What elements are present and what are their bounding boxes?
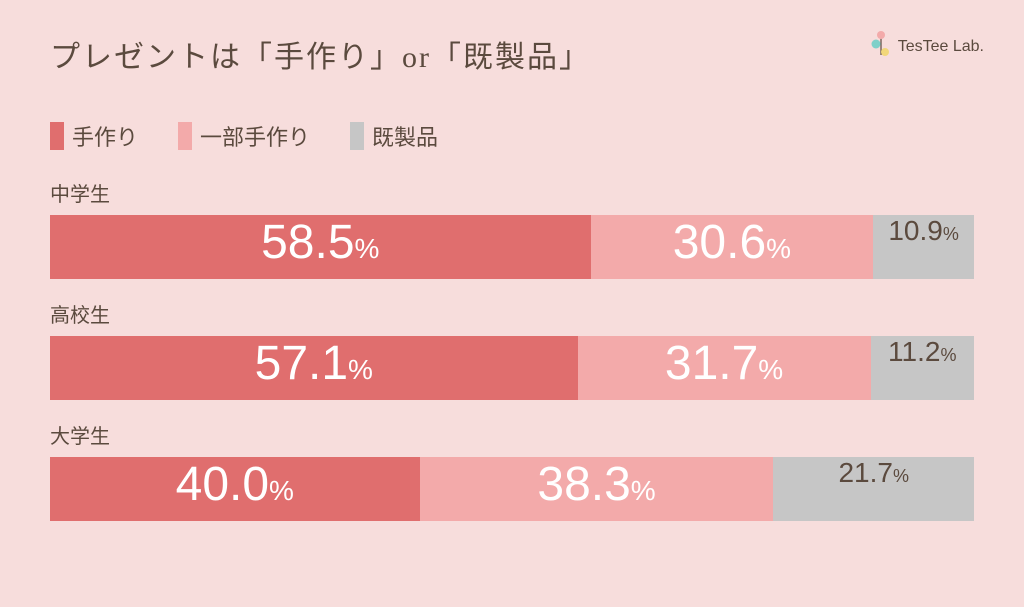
percent-icon: % — [893, 466, 909, 487]
chart-row: 大学生40.0%38.3%21.7% — [50, 420, 974, 521]
legend-item: 既製品 — [350, 120, 438, 152]
chart-rows: 中学生58.5%30.6%10.9%高校生57.1%31.7%11.2%大学生4… — [50, 178, 974, 521]
percent-icon: % — [269, 475, 294, 507]
bar-segment: 40.0% — [50, 457, 420, 521]
brand-icon — [870, 30, 892, 63]
segment-value: 57.1 — [255, 336, 348, 391]
stacked-bar: 40.0%38.3%21.7% — [50, 457, 974, 521]
chart-legend: 手作り 一部手作り 既製品 — [50, 120, 974, 152]
chart-row: 中学生58.5%30.6%10.9% — [50, 178, 974, 279]
segment-value: 11.2 — [888, 336, 940, 368]
percent-icon: % — [766, 233, 791, 265]
brand-badge: TesTee Lab. — [870, 30, 984, 63]
chart-row: 高校生57.1%31.7%11.2% — [50, 299, 974, 400]
stacked-bar: 57.1%31.7%11.2% — [50, 336, 974, 400]
bar-segment: 30.6% — [591, 215, 874, 279]
legend-swatch — [178, 122, 192, 150]
legend-label: 手作り — [72, 120, 138, 152]
bar-segment: 10.9% — [873, 215, 974, 279]
bar-segment: 57.1% — [50, 336, 578, 400]
legend-label: 一部手作り — [200, 120, 310, 152]
stacked-bar: 58.5%30.6%10.9% — [50, 215, 974, 279]
row-label: 高校生 — [50, 299, 974, 328]
row-label: 中学生 — [50, 178, 974, 207]
bar-segment: 21.7% — [773, 457, 974, 521]
chart-title: プレゼントは「手作り」or「既製品」 — [50, 32, 974, 76]
percent-icon: % — [940, 345, 956, 366]
segment-value: 38.3 — [537, 457, 630, 512]
bar-segment: 58.5% — [50, 215, 591, 279]
percent-icon: % — [943, 224, 959, 245]
segment-value: 21.7 — [838, 457, 893, 489]
row-label: 大学生 — [50, 420, 974, 449]
segment-value: 31.7 — [665, 336, 758, 391]
segment-value: 40.0 — [176, 457, 269, 512]
segment-value: 58.5 — [261, 215, 354, 270]
percent-icon: % — [631, 475, 656, 507]
bar-segment: 38.3% — [420, 457, 774, 521]
legend-swatch — [350, 122, 364, 150]
legend-swatch — [50, 122, 64, 150]
legend-item: 手作り — [50, 120, 138, 152]
segment-value: 10.9 — [888, 215, 943, 247]
percent-icon: % — [758, 354, 783, 386]
segment-value: 30.6 — [673, 215, 766, 270]
percent-icon: % — [355, 233, 380, 265]
brand-label: TesTee Lab. — [898, 38, 984, 56]
percent-icon: % — [348, 354, 373, 386]
bar-segment: 31.7% — [578, 336, 871, 400]
bar-segment: 11.2% — [871, 336, 974, 400]
legend-label: 既製品 — [372, 120, 438, 152]
legend-item: 一部手作り — [178, 120, 310, 152]
